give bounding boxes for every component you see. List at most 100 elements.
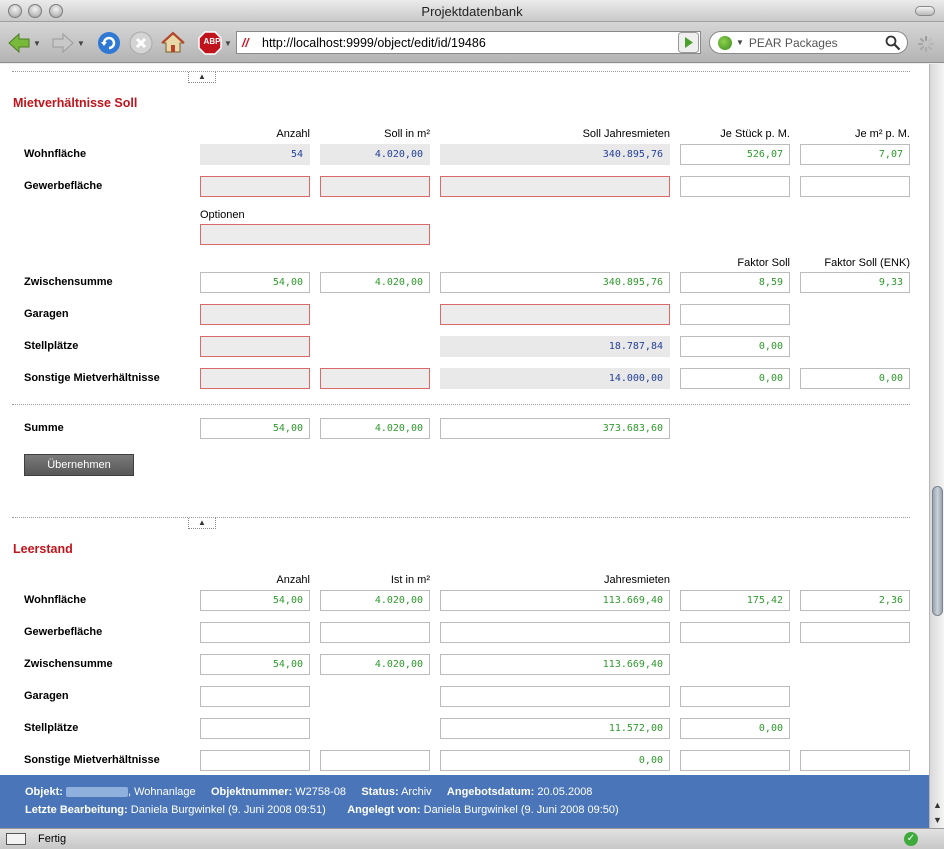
field-wohnflaeche-jahresmieten: 340.895,76 [440, 144, 670, 165]
field-leer-garagen-anzahl[interactable] [200, 686, 310, 707]
field-leer-gewerbe-stueck[interactable] [680, 622, 790, 643]
search-icon[interactable] [885, 35, 901, 51]
field-leer-gewerbe-qm[interactable] [800, 622, 910, 643]
scroll-down-arrow-icon[interactable]: ▼ [933, 815, 942, 825]
close-window-button[interactable] [8, 4, 22, 18]
adblock-dropdown-icon[interactable]: ▼ [224, 38, 232, 48]
field-leer-zwischensumme-flaeche[interactable]: 4.020,00 [320, 654, 430, 675]
home-button[interactable] [160, 30, 186, 56]
field-leer-sonstige-jahresmieten[interactable]: 0,00 [440, 750, 670, 771]
field-sonstige-stueck[interactable]: 0,00 [680, 368, 790, 389]
forward-button[interactable]: ▼ [50, 30, 86, 56]
angelegt-von-value: Daniela Burgwinkel (9. Juni 2008 09:50) [423, 804, 619, 816]
header-anzahl: Anzahl [276, 574, 310, 586]
field-garagen-anzahl[interactable] [200, 304, 310, 325]
vertical-scrollbar[interactable]: ▲ ▼ [929, 64, 944, 828]
minimize-window-button[interactable] [28, 4, 42, 18]
scrollbar-thumb[interactable] [932, 486, 943, 616]
secure-check-icon: ✓ [904, 832, 918, 846]
field-optionen[interactable] [200, 224, 430, 245]
field-leer-gewerbe-jahresmieten[interactable] [440, 622, 670, 643]
back-history-dropdown-icon[interactable]: ▼ [33, 38, 41, 48]
field-sonstige-qm[interactable]: 0,00 [800, 368, 910, 389]
field-summe-anzahl[interactable]: 54,00 [200, 418, 310, 439]
window-title: Projektdatenbank [421, 4, 523, 19]
field-stellplaetze-stueck[interactable]: 0,00 [680, 336, 790, 357]
search-engine-icon[interactable] [718, 35, 732, 50]
field-leer-garagen-stueck[interactable] [680, 686, 790, 707]
field-gewerbe-stueck[interactable] [680, 176, 790, 197]
field-leer-sonstige-stueck[interactable] [680, 750, 790, 771]
header-je-qm: Je m² p. M. [854, 128, 910, 140]
field-leer-stellplaetze-stueck[interactable]: 0,00 [680, 718, 790, 739]
row-label-stellplaetze: Stellplätze [24, 340, 79, 352]
options-label: Optionen [200, 209, 245, 221]
field-sonstige-flaeche[interactable] [320, 368, 430, 389]
field-summe-flaeche[interactable]: 4.020,00 [320, 418, 430, 439]
objekt-value: , Wohnanlage [127, 786, 196, 798]
field-leer-gewerbe-anzahl[interactable] [200, 622, 310, 643]
field-leer-sonstige-anzahl[interactable] [200, 750, 310, 771]
field-gewerbe-flaeche[interactable] [320, 176, 430, 197]
row-label-zwischensumme: Zwischensumme [24, 658, 113, 670]
field-wohnflaeche-qm[interactable]: 7,07 [800, 144, 910, 165]
reload-icon [98, 32, 120, 54]
field-leer-zwischensumme-jahresmieten[interactable]: 113.669,40 [440, 654, 670, 675]
adblock-label: ABP [203, 37, 221, 46]
toolbar-toggle-button[interactable] [915, 6, 935, 16]
apply-button[interactable]: Übernehmen [24, 454, 134, 476]
field-zwischensumme-anzahl[interactable]: 54,00 [200, 272, 310, 293]
reload-button[interactable] [96, 30, 122, 56]
field-gewerbe-anzahl[interactable] [200, 176, 310, 197]
field-leer-wohnflaeche-flaeche[interactable]: 4.020,00 [320, 590, 430, 611]
field-leer-wohnflaeche-anzahl[interactable]: 54,00 [200, 590, 310, 611]
search-input[interactable]: PEAR Packages [748, 35, 838, 50]
row-label-summe: Summe [24, 422, 64, 434]
field-leer-zwischensumme-anzahl[interactable]: 54,00 [200, 654, 310, 675]
field-garagen-stueck[interactable] [680, 304, 790, 325]
search-bar[interactable]: ▼ PEAR Packages [709, 31, 908, 54]
field-leer-wohnflaeche-jahresmieten[interactable]: 113.669,40 [440, 590, 670, 611]
row-label-sonstige: Sonstige Mietverhältnisse [24, 372, 160, 384]
field-zwischensumme-jahresmieten[interactable]: 340.895,76 [440, 272, 670, 293]
field-faktor-soll-enk[interactable]: 9,33 [800, 272, 910, 293]
home-icon [161, 31, 185, 53]
stop-button[interactable] [128, 30, 154, 56]
go-button[interactable] [678, 32, 699, 53]
field-leer-garagen-jahresmieten[interactable] [440, 686, 670, 707]
object-info-bar: Objekt: , Wohnanlage Objektnummer: W2758… [0, 775, 929, 828]
forward-history-dropdown-icon[interactable]: ▼ [77, 38, 85, 48]
field-leer-stellplaetze-anzahl[interactable] [200, 718, 310, 739]
field-wohnflaeche-stueck[interactable]: 526,07 [680, 144, 790, 165]
angebotsdatum-label: Angebotsdatum: [446, 786, 535, 798]
field-sonstige-anzahl[interactable] [200, 368, 310, 389]
header-faktor-soll: Faktor Soll [737, 257, 790, 269]
address-bar[interactable]: // http://localhost:9999/object/edit/id/… [236, 31, 701, 54]
search-engine-dropdown-icon[interactable]: ▼ [736, 38, 744, 47]
back-button[interactable]: ▼ [6, 30, 42, 56]
field-faktor-soll[interactable]: 8,59 [680, 272, 790, 293]
field-summe-jahresmieten[interactable]: 373.683,60 [440, 418, 670, 439]
field-gewerbe-jahresmieten[interactable] [440, 176, 670, 197]
forward-arrow-icon [52, 32, 74, 54]
field-garagen-jahresmieten[interactable] [440, 304, 670, 325]
collapse-section-toggle[interactable]: ▲ [188, 72, 216, 83]
field-gewerbe-qm[interactable] [800, 176, 910, 197]
status-panel-icon[interactable] [6, 833, 26, 845]
field-stellplaetze-anzahl[interactable] [200, 336, 310, 357]
section-title-soll: Mietverhältnisse Soll [13, 96, 138, 110]
field-leer-stellplaetze-jahresmieten[interactable]: 11.572,00 [440, 718, 670, 739]
field-zwischensumme-flaeche[interactable]: 4.020,00 [320, 272, 430, 293]
zoom-window-button[interactable] [49, 4, 63, 18]
field-leer-wohnflaeche-stueck[interactable]: 175,42 [680, 590, 790, 611]
field-leer-wohnflaeche-qm[interactable]: 2,36 [800, 590, 910, 611]
adblock-button[interactable]: ABP ▼ [196, 30, 234, 56]
url-input[interactable]: http://localhost:9999/object/edit/id/194… [262, 35, 486, 50]
status-value: Archiv [401, 786, 432, 798]
field-leer-gewerbe-flaeche[interactable] [320, 622, 430, 643]
field-leer-sonstige-flaeche[interactable] [320, 750, 430, 771]
objektnummer-label: Objektnummer: [210, 786, 293, 798]
field-leer-sonstige-qm[interactable] [800, 750, 910, 771]
collapse-section-toggle[interactable]: ▲ [188, 518, 216, 529]
scroll-up-arrow-icon[interactable]: ▲ [933, 800, 942, 810]
